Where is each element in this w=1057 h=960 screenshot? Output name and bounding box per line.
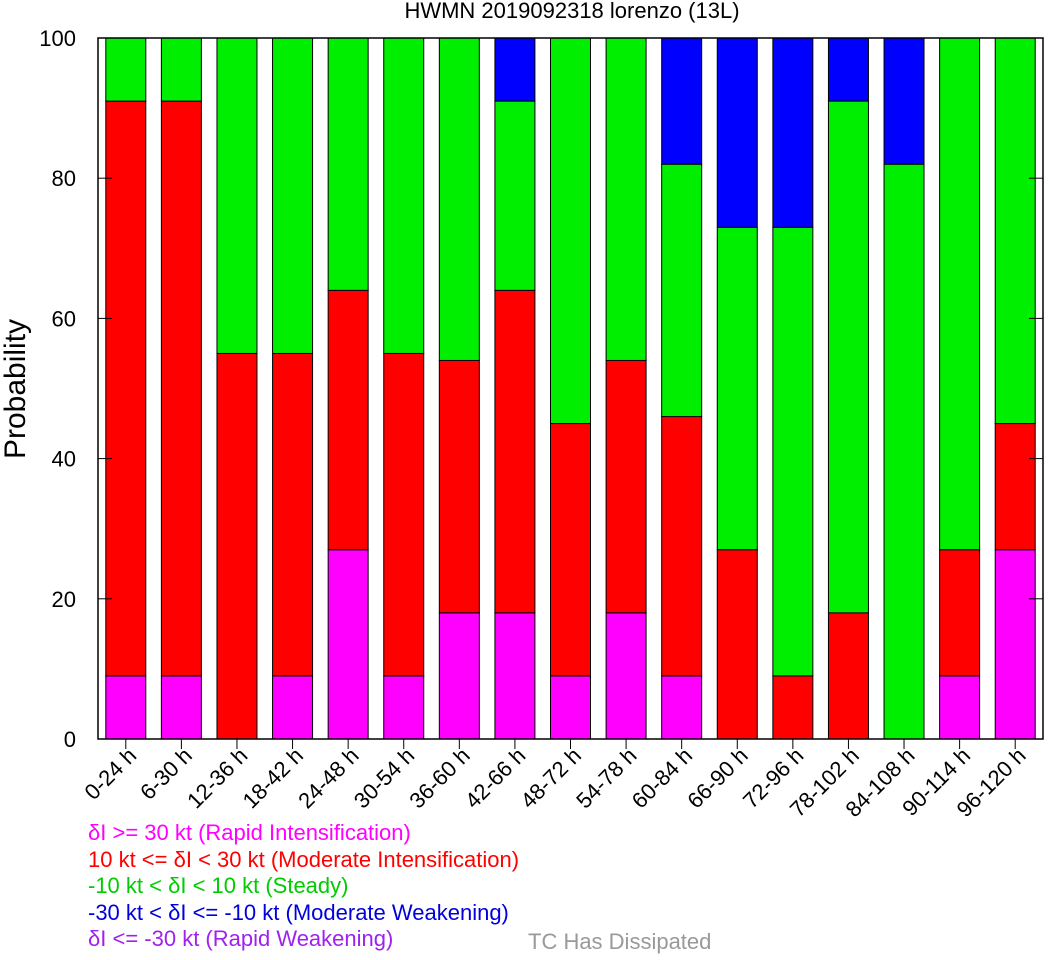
bar-segment-60-84h-s3 bbox=[661, 163, 703, 418]
x-tick-labels: 0-24 h6-30 h12-36 h18-42 h24-48 h30-54 h… bbox=[80, 743, 1031, 820]
x-tick-label-60-84h: 60-84 h bbox=[627, 743, 697, 813]
y-tick-label-40: 40 bbox=[52, 447, 76, 472]
bar-segment-6-30h-s3 bbox=[160, 37, 202, 102]
y-axis-label: Probability bbox=[0, 319, 32, 459]
bar-segment-96-120h-s1 bbox=[994, 549, 1036, 740]
axes-group bbox=[97, 37, 1044, 749]
x-tick-label-18-42h: 18-42 h bbox=[238, 743, 308, 813]
bar-segment-24-48h-s3 bbox=[327, 37, 369, 291]
x-tick-label-24-48h: 24-48 h bbox=[293, 743, 363, 813]
bar-segment-36-60h-s1 bbox=[438, 612, 480, 740]
bar-segment-72-96h-s2 bbox=[772, 675, 814, 740]
bar-segment-6-30h-s2 bbox=[160, 100, 202, 677]
bar-segment-18-42h-s1 bbox=[272, 675, 314, 740]
bar-segment-60-84h-s2 bbox=[661, 416, 703, 677]
y-tick-label-100: 100 bbox=[39, 26, 76, 51]
y-tick-label-0: 0 bbox=[64, 727, 76, 752]
bar-segment-66-90h-s3 bbox=[716, 226, 758, 551]
bar-segment-42-66h-s3 bbox=[494, 100, 536, 291]
bar-segment-0-24h-s1 bbox=[105, 675, 147, 740]
bar-segment-78-102h-s2 bbox=[827, 612, 869, 740]
bar-segment-72-96h-s4 bbox=[772, 37, 814, 228]
bar-segment-66-90h-s4 bbox=[716, 37, 758, 228]
bar-segment-18-42h-s3 bbox=[272, 37, 314, 354]
bar-segment-96-120h-s2 bbox=[994, 423, 1036, 551]
x-tick-label-0-24h: 0-24 h bbox=[80, 743, 142, 805]
bar-segment-24-48h-s1 bbox=[327, 549, 369, 740]
bar-segment-90-114h-s1 bbox=[939, 675, 981, 740]
y-tick-label-20: 20 bbox=[52, 587, 76, 612]
bar-segment-60-84h-s4 bbox=[661, 37, 703, 165]
y-tick-labels: 0 20 40 60 80 100 bbox=[39, 26, 76, 752]
bar-segment-90-114h-s3 bbox=[939, 37, 981, 551]
bar-segment-90-114h-s2 bbox=[939, 549, 981, 677]
bar-segment-36-60h-s2 bbox=[438, 359, 480, 614]
bar-segment-96-120h-s3 bbox=[994, 37, 1036, 425]
legend-item-moderate-intensification: 10 kt <= δI < 30 kt (Moderate Intensific… bbox=[88, 846, 520, 872]
bar-segment-54-78h-s3 bbox=[605, 37, 647, 361]
legend-item-moderate-weakening: -30 kt < δI <= -10 kt (Moderate Weakenin… bbox=[88, 899, 509, 925]
bar-segment-36-60h-s3 bbox=[438, 37, 480, 361]
bar-segment-30-54h-s3 bbox=[383, 37, 425, 354]
bar-segment-78-102h-s3 bbox=[827, 100, 869, 614]
bar-segment-30-54h-s1 bbox=[383, 675, 425, 740]
bar-segment-42-66h-s2 bbox=[494, 289, 536, 614]
bar-segment-12-36h-s3 bbox=[216, 37, 258, 354]
x-tick-label-66-90h: 66-90 h bbox=[682, 743, 752, 813]
x-tick-label-42-66h: 42-66 h bbox=[460, 743, 530, 813]
bar-segment-66-90h-s2 bbox=[716, 549, 758, 740]
bar-segment-42-66h-s1 bbox=[494, 612, 536, 740]
bar-segment-84-108h-s4 bbox=[883, 37, 925, 165]
y-tick-label-80: 80 bbox=[52, 166, 76, 191]
x-tick-label-30-54h: 30-54 h bbox=[349, 743, 419, 813]
bar-segment-54-78h-s2 bbox=[605, 359, 647, 614]
bar-segment-54-78h-s1 bbox=[605, 612, 647, 740]
probability-bar-chart: HWMN 2019092318 lorenzo (13L) Probabilit… bbox=[0, 0, 1044, 820]
bar-segment-78-102h-s4 bbox=[827, 37, 869, 102]
bar-segment-30-54h-s2 bbox=[383, 352, 425, 677]
bar-segment-60-84h-s1 bbox=[661, 675, 703, 740]
bar-segment-48-72h-s1 bbox=[550, 675, 591, 740]
legend-item-dissipated: TC Has Dissipated bbox=[528, 929, 712, 954]
bar-segment-42-66h-s4 bbox=[494, 37, 536, 102]
bars-group bbox=[105, 37, 1036, 740]
legend-item-steady: -10 kt < δI < 10 kt (Steady) bbox=[88, 873, 349, 898]
bar-segment-84-108h-s3 bbox=[883, 163, 925, 740]
x-tick-label-48-72h: 48-72 h bbox=[516, 743, 586, 813]
legend-item-rapid-intensification: δI >= 30 kt (Rapid Intensification) bbox=[88, 820, 411, 845]
bar-segment-72-96h-s3 bbox=[772, 226, 814, 677]
x-tick-label-54-78h: 54-78 h bbox=[571, 743, 641, 813]
bar-segment-0-24h-s2 bbox=[105, 100, 147, 677]
bar-segment-0-24h-s3 bbox=[105, 37, 147, 102]
x-tick-label-36-60h: 36-60 h bbox=[404, 743, 474, 813]
chart-title: HWMN 2019092318 lorenzo (13L) bbox=[404, 0, 739, 23]
legend-item-rapid-weakening: δI <= -30 kt (Rapid Weakening) bbox=[88, 926, 394, 951]
x-tick-label-12-36h: 12-36 h bbox=[182, 743, 252, 813]
bar-segment-24-48h-s2 bbox=[327, 289, 369, 551]
legend: δI >= 30 kt (Rapid Intensification) 10 k… bbox=[88, 820, 519, 953]
bar-segment-12-36h-s2 bbox=[216, 352, 258, 740]
bar-segment-6-30h-s1 bbox=[160, 675, 202, 740]
bar-segment-48-72h-s3 bbox=[550, 37, 591, 425]
y-tick-label-60: 60 bbox=[52, 306, 76, 331]
bar-segment-18-42h-s2 bbox=[272, 352, 314, 677]
bar-segment-48-72h-s2 bbox=[550, 423, 591, 677]
